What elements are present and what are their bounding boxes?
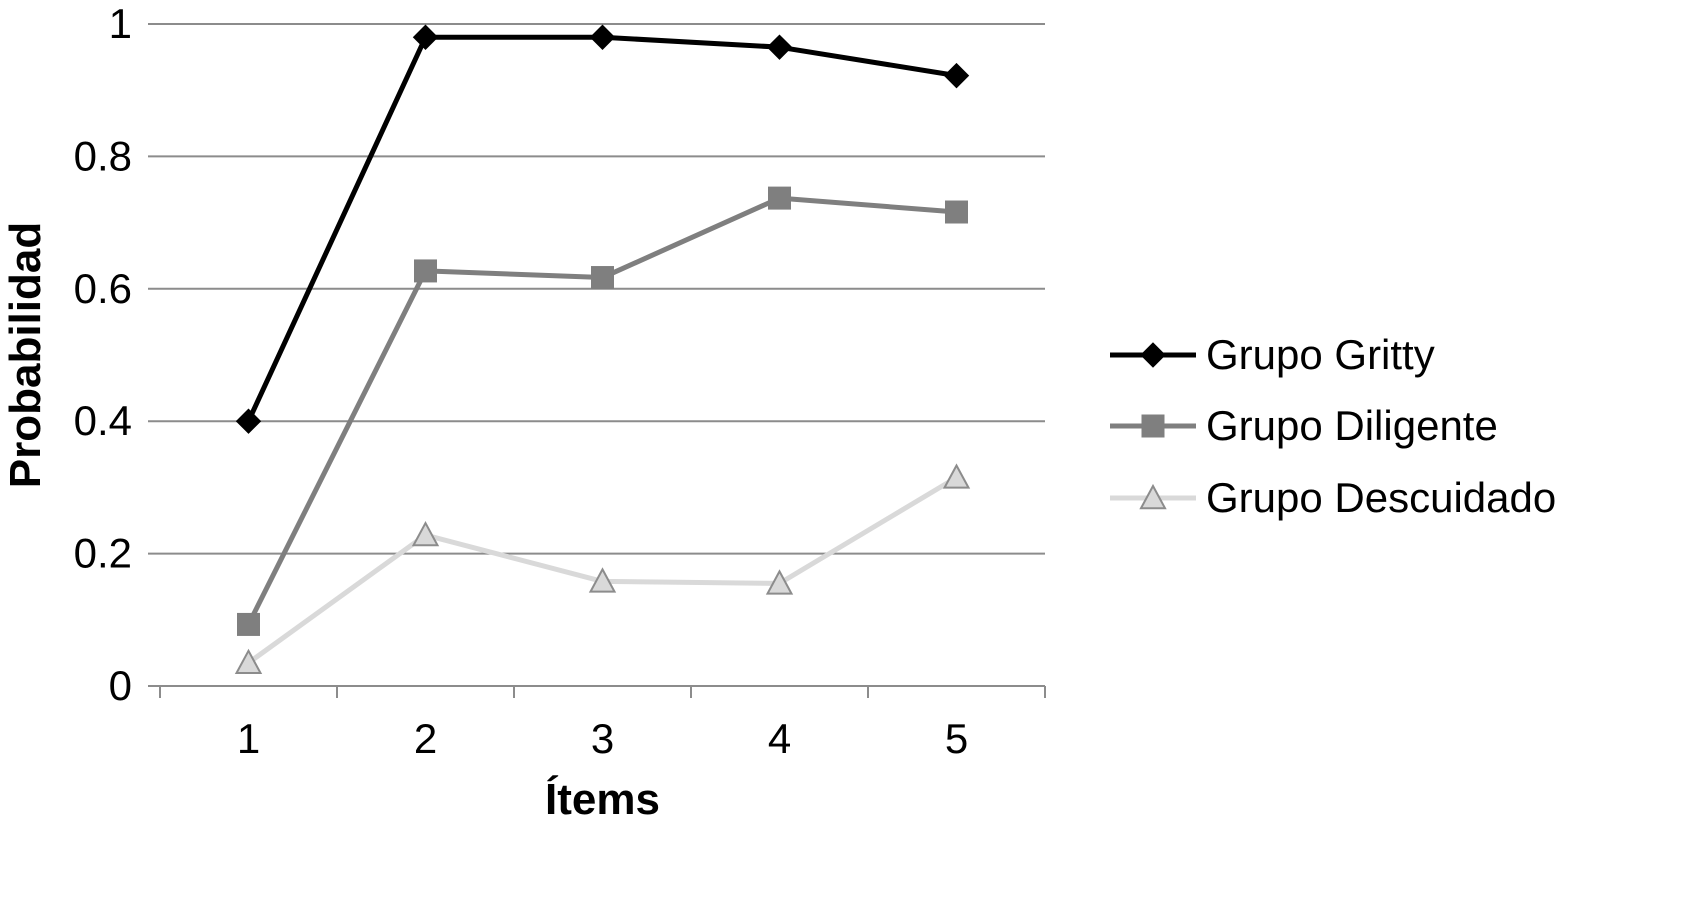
- x-axis-title: Ítems: [545, 774, 660, 824]
- data-point: [942, 463, 971, 489]
- data-point: [411, 520, 440, 547]
- data-point: [237, 612, 260, 636]
- x-tick-label: 2: [414, 715, 437, 762]
- x-tick-label: 3: [591, 715, 614, 762]
- series-3: [234, 463, 971, 675]
- series-line: [246, 34, 957, 423]
- legend-marker: [1139, 483, 1167, 510]
- legend-item-2: Grupo Diligente: [1110, 402, 1498, 449]
- data-point: [591, 266, 614, 290]
- data-point: [235, 408, 262, 434]
- data-point: [234, 648, 263, 675]
- y-tick-label: 0: [109, 662, 132, 709]
- series: [234, 24, 971, 675]
- series-2: [237, 186, 968, 636]
- x-tick-label: 1: [237, 715, 260, 762]
- data-point: [412, 24, 439, 50]
- legend: Grupo Gritty Grupo Diligente Grupo Descuid…: [1110, 331, 1556, 521]
- legend-marker: [1141, 414, 1165, 438]
- y-tick-label: 0.2: [74, 530, 132, 577]
- data-point: [943, 62, 970, 89]
- y-axis-title: Probabilidad: [1, 222, 50, 488]
- axes: 0 0.2 0.4 0.6 0.8 1 1 2 3 4 5: [74, 0, 1046, 762]
- y-tick-label: 0.6: [74, 265, 132, 312]
- legend-label: Grupo Descuidado: [1206, 474, 1556, 521]
- data-point: [945, 200, 968, 224]
- legend-marker: [1140, 342, 1166, 368]
- series-line: [246, 195, 957, 626]
- data-point: [766, 34, 793, 60]
- data-point: [588, 567, 617, 593]
- legend-label: Grupo Diligente: [1206, 402, 1498, 449]
- legend-item-3: Grupo Descuidado: [1110, 474, 1556, 521]
- x-tick-label: 4: [768, 715, 791, 762]
- legend-item-1: Grupo Gritty: [1110, 331, 1435, 378]
- data-point: [589, 24, 616, 50]
- y-tick-label: 0.4: [74, 397, 132, 444]
- x-tick-label: 5: [945, 715, 968, 762]
- series-1: [235, 24, 970, 434]
- legend-label: Grupo Gritty: [1206, 331, 1435, 378]
- data-point: [768, 186, 791, 210]
- data-point: [414, 259, 437, 283]
- y-tick-label: 1: [109, 0, 132, 47]
- y-tick-label: 0.8: [74, 132, 132, 179]
- data-point: [765, 569, 794, 595]
